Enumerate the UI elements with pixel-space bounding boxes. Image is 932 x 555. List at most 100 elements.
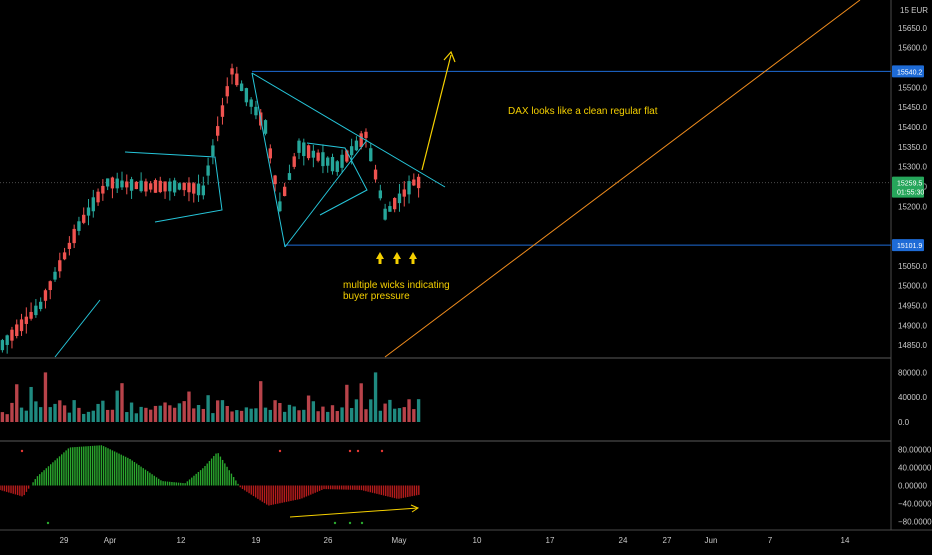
volume-bar [216,400,220,422]
volume-bar [335,411,339,422]
volume-bar [273,400,277,422]
volume-bar [149,409,153,422]
volume-bar [82,413,86,422]
candle-body [29,311,33,319]
volume-bar [67,412,72,422]
candle-body [282,186,287,197]
volume-bar [220,400,225,422]
signal-dot [356,449,360,453]
candle-body [187,182,191,193]
volume-tick-label: 0.0 [898,418,910,427]
trendline-left [251,72,286,248]
candle-body [101,185,105,194]
volume-bar [268,409,272,422]
candle-body [201,185,205,196]
candle-body [168,181,172,192]
volume-bar [359,383,363,422]
volume-bar [24,410,28,422]
candle-body [144,181,148,192]
trendline-bottom [54,299,101,358]
volume-bar [282,411,287,422]
annotation-flat: DAX looks like a clean regular flat [508,106,658,117]
volume-bar [96,403,100,422]
volume-bar [86,411,91,422]
candle-body [364,131,368,138]
candle-body [158,180,162,193]
candle-body [292,156,296,167]
volume-bar [43,372,48,422]
candle-body [239,83,244,92]
volume-bar [297,410,301,422]
y-tick-label: 14950.0 [898,301,927,310]
volume-bar [306,395,311,422]
candle-body [163,181,167,192]
volume-bar [144,407,148,422]
volume-bar [345,384,349,422]
candle-body [416,176,421,189]
volume-bar [77,407,81,422]
candle-body [254,106,258,116]
y-tick-label: 15350.0 [898,143,927,152]
candle-body [96,191,100,203]
volume-bar [412,409,416,422]
volume-bar [373,372,378,422]
volume-bar [364,409,368,422]
y-unit-label: 15 EUR [900,6,928,15]
candle-body [345,150,349,162]
candle-body [306,145,311,159]
candle-body [196,183,201,196]
x-tick-label: 17 [546,536,555,545]
signal-dot [348,449,352,453]
candle-body [125,181,129,188]
volume-bar [388,399,392,422]
candle-body [129,179,134,191]
volume-bar [5,414,9,422]
candle-body [354,140,359,151]
volume-bar [110,409,115,422]
candle-body [34,305,38,316]
volume-bar [230,411,234,422]
candle-body [43,290,48,301]
candle-body [53,271,57,280]
price-badge-text: 15259.5 [897,181,922,188]
volume-bar [235,410,239,422]
signal-dot [360,521,364,525]
volume-bar [397,408,402,422]
volume-bar [383,403,387,422]
volume-bar [321,406,325,422]
volume-bar [129,402,134,422]
x-tick-label: 26 [324,536,333,545]
candle-body [110,177,115,189]
volume-bar [29,386,33,422]
candle-body [67,242,72,250]
volume-bar [378,410,383,422]
y-tick-label: 15500.0 [898,83,927,92]
volume-bar [15,384,19,422]
volume-bar [48,407,52,422]
volume-bar [263,407,268,422]
candle-body [177,183,182,190]
candle-body [378,190,383,199]
candle-body [373,169,378,180]
volume-bar [330,405,335,422]
wick-arrow-1 [376,252,384,264]
candle-body [412,179,416,186]
candle-body [340,154,344,168]
volume-bar [158,405,162,422]
x-tick-label: 29 [60,536,69,545]
y-tick-label: 15600.0 [898,44,927,53]
candle-body [62,252,67,260]
x-tick-label: 27 [663,536,672,545]
candle-body [397,193,402,204]
volume-bar [311,401,316,422]
annotation-wicks: multiple wicks indicating [343,280,450,291]
candle-body [268,148,272,159]
candle-body [15,324,19,337]
volume-bar [292,406,296,422]
candle-body [38,301,43,310]
y-tick-label: 15050.0 [898,262,927,271]
volume-bar [177,403,182,422]
x-tick-label: 19 [252,536,261,545]
